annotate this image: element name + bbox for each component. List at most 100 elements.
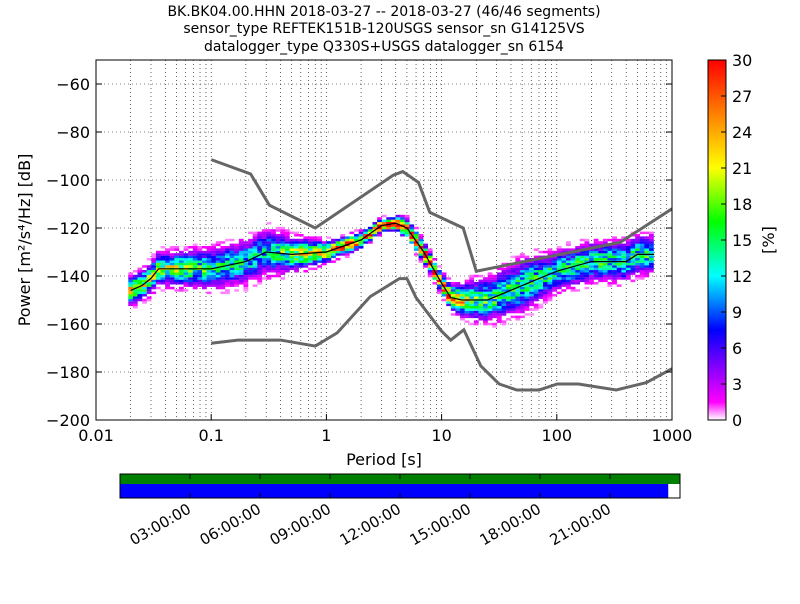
density-cell [303,260,309,263]
density-cell [566,272,571,275]
density-cell [303,243,309,247]
density-cell [229,250,235,254]
density-cell [202,286,207,290]
density-cell [321,246,327,249]
density-cell [280,267,286,271]
density-cell [612,258,617,261]
density-cell [326,260,332,263]
density-cell [155,286,161,290]
density-cell [492,291,498,295]
density-cell [552,289,558,292]
density-cell [243,243,249,247]
density-cell [225,260,230,263]
density-cell [542,284,548,287]
y-tick-label: −60 [56,75,90,94]
density-cell [202,272,207,275]
density-cell [275,270,281,273]
density-cell [616,284,622,287]
density-cell [625,246,631,249]
density-cell [593,238,599,242]
density-cell [238,260,244,263]
density-cell [635,270,640,273]
density-cell [616,267,622,271]
density-cell [271,267,276,271]
density-cell [639,265,645,268]
density-cell [570,286,576,290]
density-cell [289,255,295,259]
density-cell [561,262,567,266]
density-cell [579,279,585,283]
title-line-2: sensor_type REFTEK151B-120USGS sensor_sn… [183,21,584,37]
density-cell [312,248,318,251]
density-cell [524,301,530,304]
density-cell [547,262,553,266]
density-cell [413,246,419,249]
density-cell [529,298,534,302]
density-cell [575,282,581,285]
density-cell [400,222,405,225]
density-cell [621,248,627,251]
density-cell [275,243,281,247]
density-cell [538,265,544,268]
density-cell [294,255,299,259]
density-cell [252,236,258,239]
density-cell [478,282,484,285]
density-cell [335,248,341,251]
density-cell [367,236,373,239]
density-cell [566,265,571,268]
density-cell [598,253,604,256]
density-cell [206,291,212,295]
density-cell [225,282,230,285]
density-cell [455,313,461,316]
density-cell [519,279,525,283]
density-cell [556,286,562,290]
density-cell [524,296,530,299]
density-cell [261,238,267,242]
density-cell [446,289,452,292]
density-cell [284,234,290,237]
density-cell [192,246,198,249]
density-cell [284,241,290,244]
density-cell [146,296,152,299]
density-cell [312,241,318,244]
density-cell [197,248,203,251]
density-cell [326,250,332,254]
density-cell [460,313,465,316]
density-cell [533,303,539,307]
density-cell [483,318,488,321]
density-cell [460,284,465,287]
density-cell [533,282,539,285]
density-cell [492,301,498,304]
density-cell [211,265,217,268]
density-cell [630,241,636,244]
density-cell [142,274,147,278]
density-cell [529,294,534,297]
density-cell [137,274,143,278]
density-cell [648,255,654,259]
density-cell [561,250,567,254]
density-cell [271,241,276,244]
density-cell [151,262,157,266]
density-cell [593,265,599,268]
density-cell [455,284,461,287]
density-cell [621,246,627,249]
density-cell [275,236,281,239]
density-cell [561,289,567,292]
density-cell [496,301,502,304]
density-cell [326,246,332,249]
density-cell [418,260,424,263]
density-cell [225,289,230,292]
density-cell [538,262,544,266]
density-cell [363,241,369,244]
density-cell [616,250,622,254]
density-cell [280,229,286,232]
density-cell [404,224,410,227]
density-cell [515,298,521,302]
density-cell [473,308,479,311]
density-cell [307,238,313,242]
density-cell [174,253,180,256]
density-cell [294,265,299,268]
density-cell [469,296,475,299]
density-cell [303,258,309,261]
density-cell [630,258,636,261]
